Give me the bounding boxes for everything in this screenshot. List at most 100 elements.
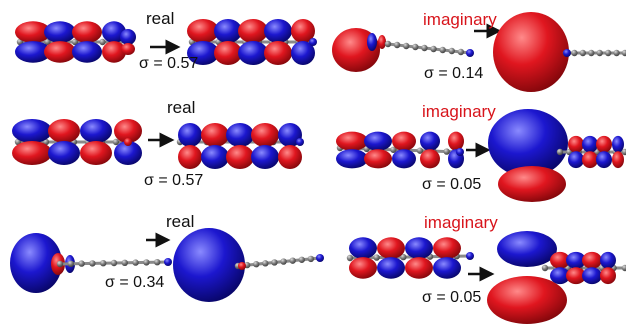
- panel-5-label: real: [166, 212, 195, 231]
- negative-lobe: [120, 29, 136, 45]
- negative-lobe: [582, 267, 602, 285]
- positive-lobe: [405, 257, 433, 279]
- terminal-atom: [466, 252, 474, 260]
- panel-1-label: real: [146, 9, 175, 28]
- positive-lobe: [187, 19, 219, 43]
- chain-atom: [416, 147, 424, 154]
- chain-atom: [443, 148, 450, 155]
- terminal-atom: [238, 262, 246, 270]
- chain-atom: [110, 259, 118, 267]
- chain-atom: [143, 259, 150, 266]
- chain-atom: [44, 38, 51, 46]
- positive-lobe: [336, 131, 368, 151]
- positive-lobe: [364, 149, 392, 169]
- chain-atom: [71, 38, 79, 46]
- negative-lobe: [582, 135, 598, 153]
- negative-lobe: [336, 149, 368, 169]
- negative-lobe: [600, 251, 616, 269]
- positive-lobe: [392, 131, 416, 151]
- chain-atom: [604, 49, 612, 57]
- positive-lobe: [102, 41, 126, 63]
- panel-3-label: real: [167, 98, 196, 117]
- panel-6-label: imaginary: [424, 213, 498, 232]
- chain-atom: [457, 48, 465, 56]
- chain-atom: [56, 260, 64, 268]
- negative-lobe: [392, 149, 416, 169]
- chain-atom: [556, 148, 564, 156]
- chain-atom: [613, 49, 620, 57]
- negative-lobe: [291, 41, 315, 65]
- negative-lobe: [367, 33, 377, 51]
- terminal-atom: [124, 138, 132, 146]
- chain-atom: [89, 260, 96, 267]
- positive-lobe: [550, 251, 570, 269]
- positive-lobe: [121, 43, 135, 55]
- negative-lobe: [420, 131, 440, 151]
- negative-lobe: [251, 145, 279, 169]
- positive-lobe: [612, 151, 624, 169]
- positive-lobe: [44, 41, 76, 63]
- panel-3-sigma: σ = 0.57: [144, 172, 204, 189]
- chain-atom: [280, 258, 287, 265]
- panel-4-label: imaginary: [422, 102, 496, 121]
- chain-atom: [421, 44, 428, 52]
- panel-2-label: imaginary: [423, 10, 497, 29]
- positive-lobe: [238, 19, 268, 43]
- chain-atom: [271, 259, 278, 266]
- terminal-atom: [456, 148, 464, 156]
- positive-lobe: [566, 267, 586, 285]
- chain-atom: [579, 49, 587, 57]
- chain-atom: [412, 43, 419, 51]
- negative-lobe: [596, 151, 612, 169]
- negative-lobe: [377, 257, 405, 279]
- chain-atom: [307, 255, 315, 263]
- terminal-atom: [563, 49, 571, 57]
- panel-6-sigma: σ = 0.05: [422, 289, 482, 306]
- negative-lobe: [80, 119, 112, 143]
- positive-lobe: [72, 21, 102, 43]
- negative-lobe: [48, 141, 80, 165]
- chain-atom: [541, 264, 549, 272]
- positive-lobe: [214, 41, 242, 65]
- chain-atom: [154, 259, 161, 266]
- chain-atom: [298, 256, 305, 263]
- chain-atom: [588, 49, 595, 57]
- negative-lobe: [364, 131, 392, 151]
- positive-lobe: [291, 19, 315, 43]
- positive-lobe: [251, 123, 279, 147]
- positive-lobe: [114, 119, 142, 143]
- chain-atom: [289, 257, 296, 264]
- positive-lobe: [448, 131, 464, 151]
- negative-lobe: [201, 145, 229, 169]
- negative-lobe: [612, 135, 624, 153]
- chain-atom: [99, 38, 106, 46]
- terminal-atom: [164, 258, 172, 266]
- chain-atom: [621, 264, 626, 272]
- negative-lobe: [72, 41, 102, 63]
- panel-5-sigma: σ = 0.34: [105, 274, 165, 291]
- positive-lobe: [178, 145, 202, 169]
- positive-lobe: [264, 41, 292, 65]
- negative-lobe: [433, 257, 461, 279]
- chain-atom: [78, 260, 85, 267]
- positive-lobe: [349, 257, 377, 279]
- positive-lobe: [12, 141, 52, 165]
- negative-lobe: [568, 151, 584, 169]
- positive-lobe: [493, 12, 569, 92]
- positive-lobe: [15, 21, 51, 43]
- chain-atom: [430, 45, 437, 53]
- positive-lobe: [487, 276, 567, 324]
- chain-atom: [100, 260, 107, 267]
- negative-lobe: [173, 228, 245, 302]
- terminal-atom: [466, 49, 474, 57]
- negative-lobe: [10, 233, 62, 293]
- negative-lobe: [178, 123, 202, 147]
- positive-lobe: [377, 237, 405, 259]
- terminal-atom: [316, 254, 324, 262]
- negative-lobe: [44, 21, 76, 43]
- molecular-chain: [237, 256, 321, 268]
- chain-atom: [262, 260, 269, 267]
- negative-lobe: [264, 19, 292, 43]
- panel-4-sigma: σ = 0.05: [422, 176, 482, 193]
- negative-lobe: [12, 119, 52, 143]
